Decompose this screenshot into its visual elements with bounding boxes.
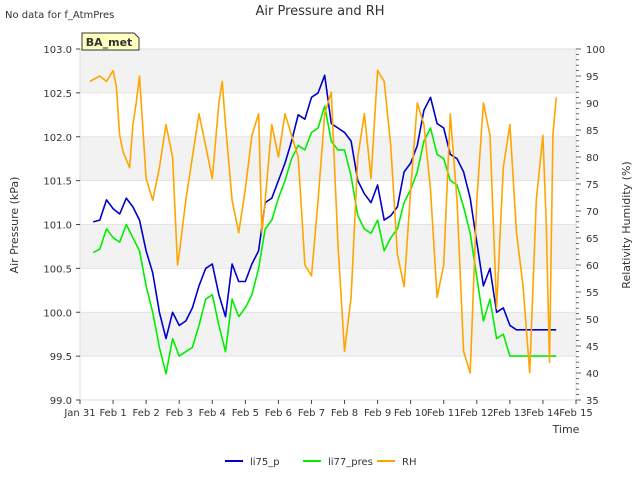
x-tick-label: Feb 1 [99,408,126,419]
x-tick-label: Feb 14 [526,408,560,419]
y-left-tick-label: 103.0 [43,45,72,56]
no-data-note: No data for f_AtmPres [5,10,114,21]
y-right-tick-label: 80 [586,153,599,164]
x-tick-label: Feb 11 [427,408,461,419]
y-right-tick-label: 45 [586,342,599,353]
right-axis: 35 40 45 50 55 60 65 70 75 80 85 90 95 100 [576,45,605,407]
grid-band [80,224,576,269]
x-tick-label: Feb 6 [265,408,292,419]
y-right-tick-label: 100 [586,45,605,56]
y-left-tick-label: 99.0 [50,396,72,407]
y-right-tick-label: 75 [586,180,599,191]
y-right-tick-label: 35 [586,396,599,407]
x-tick-label: Feb 4 [199,408,226,419]
y-left-tick-label: 100.5 [43,264,72,275]
y-left-tick-label: 99.5 [50,352,72,363]
legend: li75_p li77_pres RH [225,457,416,468]
x-axis: Jan 31 Feb 1 Feb 2 Feb 3 Feb 4 Feb 5 Feb 6 Feb … [63,400,593,419]
legend-label-li77_pres: li77_pres [328,457,373,468]
y-axis-left-label: Air Pressure (kPa) [8,177,21,274]
y-right-tick-label: 85 [586,126,599,137]
left-axis: 99.0 99.5 100.0 100.5 101.0 101.5 102.0 102.5 10… [43,45,80,407]
y-right-tick-label: 70 [586,207,599,218]
x-tick-label: Feb 8 [331,408,358,419]
grid-band [80,136,576,181]
legend-label-RH: RH [402,457,416,468]
y-left-tick-label: 102.5 [43,89,72,100]
x-tick-label: Feb 9 [364,408,391,419]
y-left-tick-label: 101.0 [43,221,72,232]
y-right-tick-label: 40 [586,369,599,380]
x-tick-label: Feb 10 [394,408,428,419]
x-tick-label: Feb 2 [133,408,160,419]
x-axis-label: Time [552,423,580,436]
x-tick-label: Feb 13 [493,408,527,419]
x-tick-label: Feb 3 [166,408,193,419]
y-right-tick-label: 60 [586,261,599,272]
y-left-tick-label: 100.0 [43,308,72,319]
x-tick-label: Feb 5 [232,408,259,419]
x-tick-label: Feb 7 [298,408,325,419]
x-tick-label: Feb 12 [460,408,494,419]
series-line-li75_p [92,74,557,340]
y-left-tick-label: 102.0 [43,133,72,144]
legend-label-li75_p: li75_p [250,457,280,468]
x-tick-label: Jan 31 [63,408,95,419]
series-layer [89,69,557,375]
y-right-tick-label: 90 [586,99,599,110]
y-right-tick-label: 55 [586,288,599,299]
y-left-tick-label: 101.5 [43,177,72,188]
grid-band [80,49,576,93]
chart-title: Air Pressure and RH [255,4,384,19]
y-right-tick-label: 95 [586,72,599,83]
site-badge: BA_met [81,32,140,51]
site-badge-label: BA_met [86,36,133,49]
x-tick-label: Feb 15 [559,408,593,419]
y-axis-right-label: Relativity Humidity (%) [620,161,633,288]
y-right-tick-label: 50 [586,315,599,326]
series-line-li77_pres [92,105,557,375]
series-line-RH [89,69,557,374]
y-right-tick-label: 65 [586,234,599,245]
